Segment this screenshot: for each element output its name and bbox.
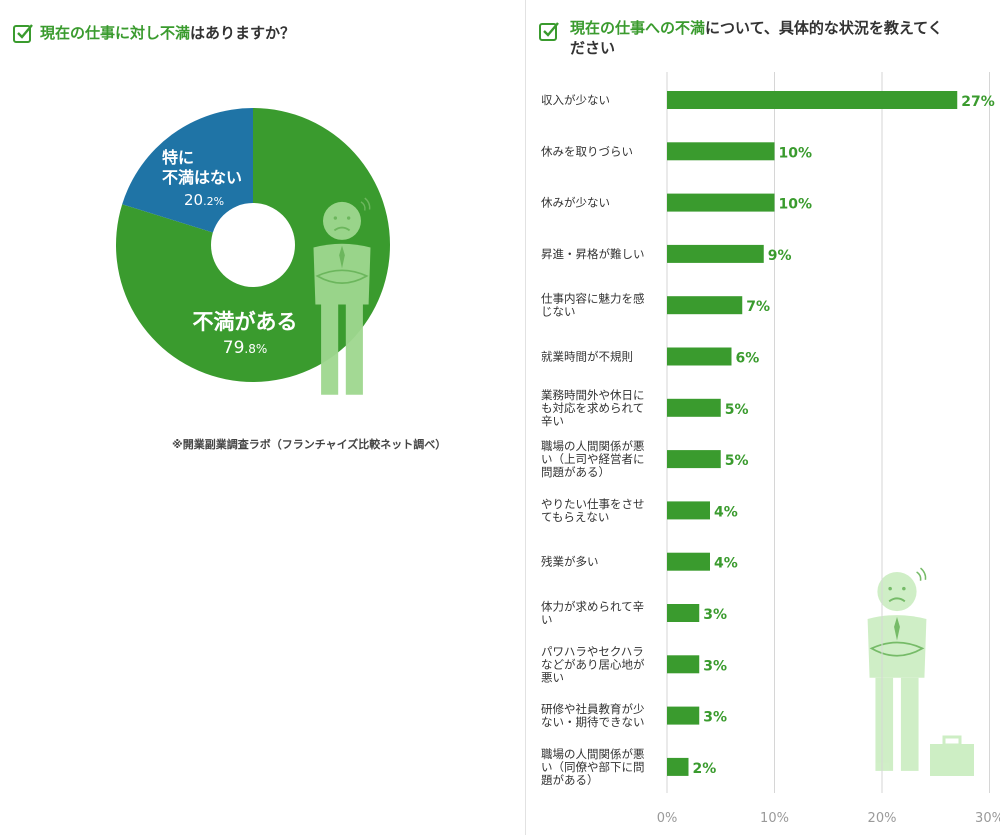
bar-value-label: 7%	[746, 299, 770, 315]
pie-title: 現在の仕事に対し不満はありますか？	[40, 23, 295, 43]
bar-value-label: 3%	[703, 658, 727, 674]
bar	[667, 501, 710, 520]
checkbox-check-icon	[13, 24, 33, 43]
decoration	[867, 567, 927, 771]
bar	[667, 347, 732, 366]
category-label: やりたい仕事をさせてもらえない	[541, 497, 645, 524]
x-tick-label: 20%	[868, 811, 897, 826]
bar	[667, 244, 764, 263]
bar-value-label: 10%	[779, 197, 813, 213]
bar	[667, 193, 775, 212]
pie-value-satisfied: 20.2%	[184, 191, 224, 209]
bar	[667, 757, 689, 776]
bar-value-label: 3%	[703, 607, 727, 623]
briefcase-icon	[930, 735, 974, 776]
pie-value-dissatisfied: 79.8%	[223, 338, 268, 358]
category-label: 職場の人間関係が悪い（同僚や部下に問題がある）	[541, 747, 645, 787]
bar	[667, 296, 743, 315]
x-tick-label: 0%	[657, 811, 678, 826]
donut-hole	[211, 203, 295, 287]
bar-value-label: 4%	[714, 504, 738, 520]
source-note: ※開業副業調査ラボ（フランチャイズ比較ネット調べ）	[172, 438, 447, 451]
checkbox-check-icon	[539, 22, 559, 41]
category-label: 研修や社員教育が少ない・期待できない	[541, 702, 645, 729]
bar-title-rest-1: について、具体的な状況を教えてく	[705, 19, 943, 37]
left-panel: 現在の仕事に対し不満はありますか？ 不満がある 79.8% 特に 不満はない 20.2%…	[13, 23, 447, 451]
category-label: 収入が少ない	[541, 93, 610, 107]
x-tick-label: 30%	[975, 811, 1000, 826]
bar-title-highlight: 現在の仕事への不満	[570, 19, 706, 37]
pie-label-satisfied-1: 特に	[162, 148, 194, 167]
bar-title: 現在の仕事への不満について、具体的な状況を教えてく ださい	[570, 18, 990, 58]
panel-divider	[525, 0, 526, 835]
bar-value-label: 3%	[703, 710, 727, 726]
category-label: 仕事内容に魅力を感じない	[541, 292, 645, 319]
category-label: 休みを取りづらい	[541, 144, 633, 158]
bar-value-label: 5%	[725, 453, 749, 469]
worried-person-icon	[867, 567, 927, 771]
category-label: 昇進・昇格が難しい	[541, 247, 645, 261]
bar-value-label: 2%	[693, 761, 717, 777]
bar	[667, 706, 700, 725]
bar-value-label: 6%	[736, 351, 760, 367]
bar-value-label: 5%	[725, 402, 749, 418]
pie-label-dissatisfied: 不満がある	[193, 310, 298, 334]
bar	[667, 450, 721, 469]
pie-label-satisfied-2: 不満はない	[162, 168, 242, 187]
category-label: 職場の人間関係が悪い（上司や経営者に問題がある）	[541, 439, 645, 479]
category-label: 残業が多い	[541, 555, 599, 569]
bar	[667, 91, 958, 109]
bar	[667, 398, 721, 417]
bar-value-label: 9%	[768, 248, 792, 264]
pie-slice-1	[122, 108, 253, 245]
x-tick-label: 10%	[760, 811, 789, 826]
bar-title-rest-2: ださい	[570, 39, 616, 57]
category-label: パワハラやセクハラなどがあり居心地が悪い	[541, 644, 645, 684]
category-label: 休みが少ない	[541, 196, 610, 210]
bar-value-label: 10%	[779, 145, 813, 161]
category-label: 体力が求められて辛い	[541, 600, 644, 627]
pie-title-highlight: 現在の仕事に対し不満	[40, 24, 191, 42]
worried-person-icon	[313, 197, 371, 395]
bar	[667, 142, 775, 161]
category-label: 就業時間が不規則	[541, 350, 633, 364]
pie-title-rest: はありますか？	[190, 24, 296, 42]
bar	[667, 655, 700, 674]
bar	[667, 552, 710, 571]
bar-value-label: 4%	[714, 556, 738, 572]
bar-value-label: 27%	[961, 94, 995, 110]
bar	[667, 604, 700, 622]
category-label: 業務時間外や休日にも対応を求められて辛い	[541, 388, 645, 428]
right-panel: 現在の仕事への不満について、具体的な状況を教えてく ださい 0% 10% 20% 30…	[526, 0, 1000, 835]
bar-chart: 0% 10% 20% 30% 収入が少ない 27% 休みを取りづらい 10% 休みが少ない 10%…	[541, 72, 1000, 826]
